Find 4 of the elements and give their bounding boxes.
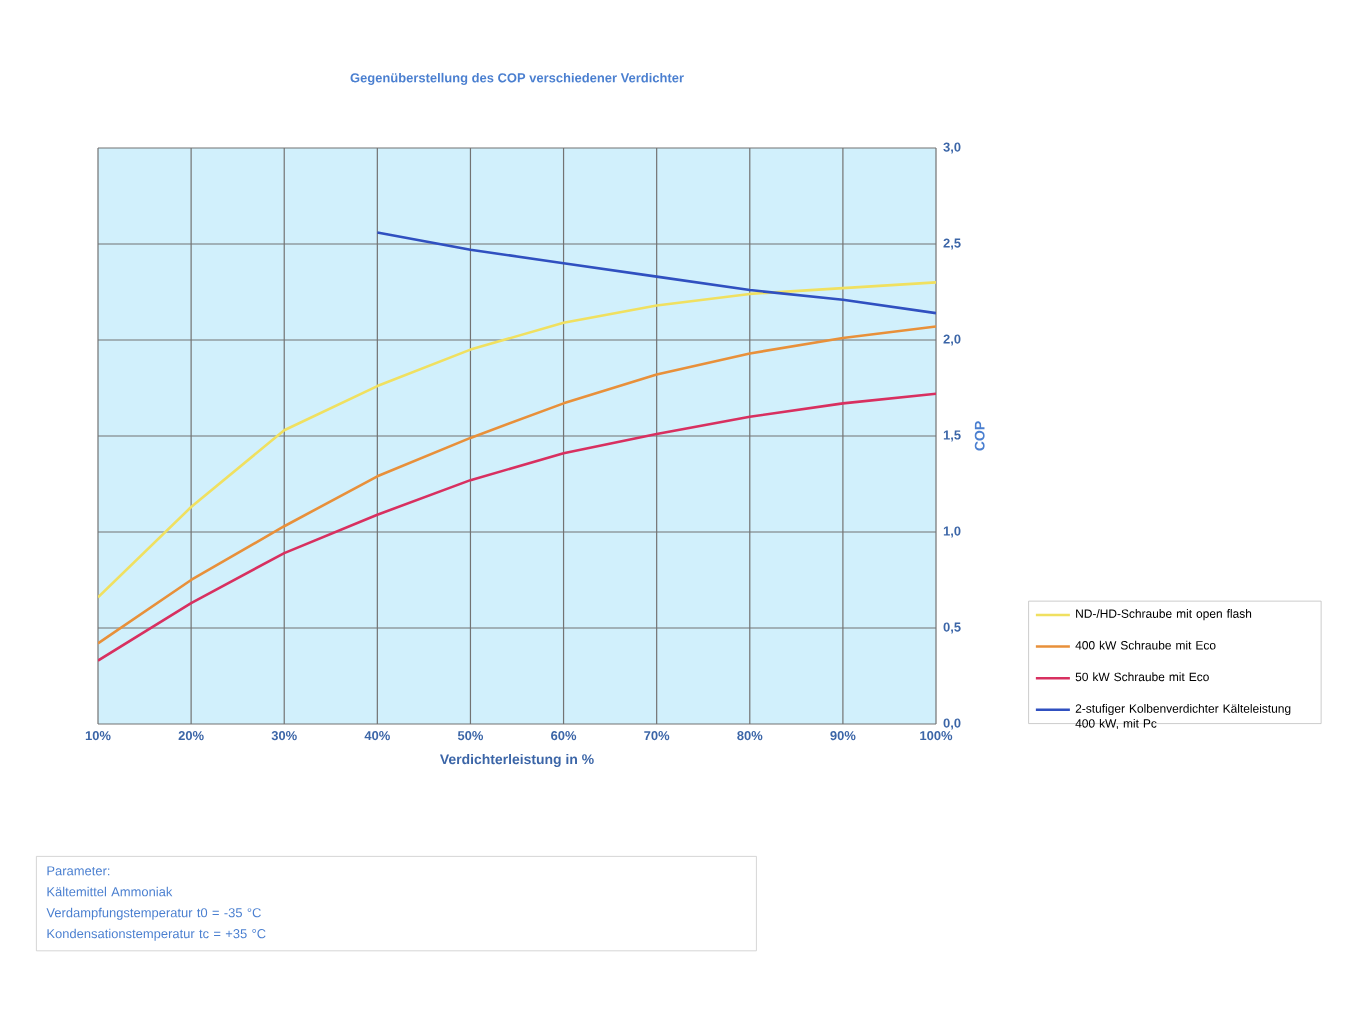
line-series bbox=[376, 231, 937, 315]
line-series bbox=[98, 325, 937, 645]
line-series bbox=[98, 281, 937, 599]
line-series bbox=[98, 392, 937, 662]
